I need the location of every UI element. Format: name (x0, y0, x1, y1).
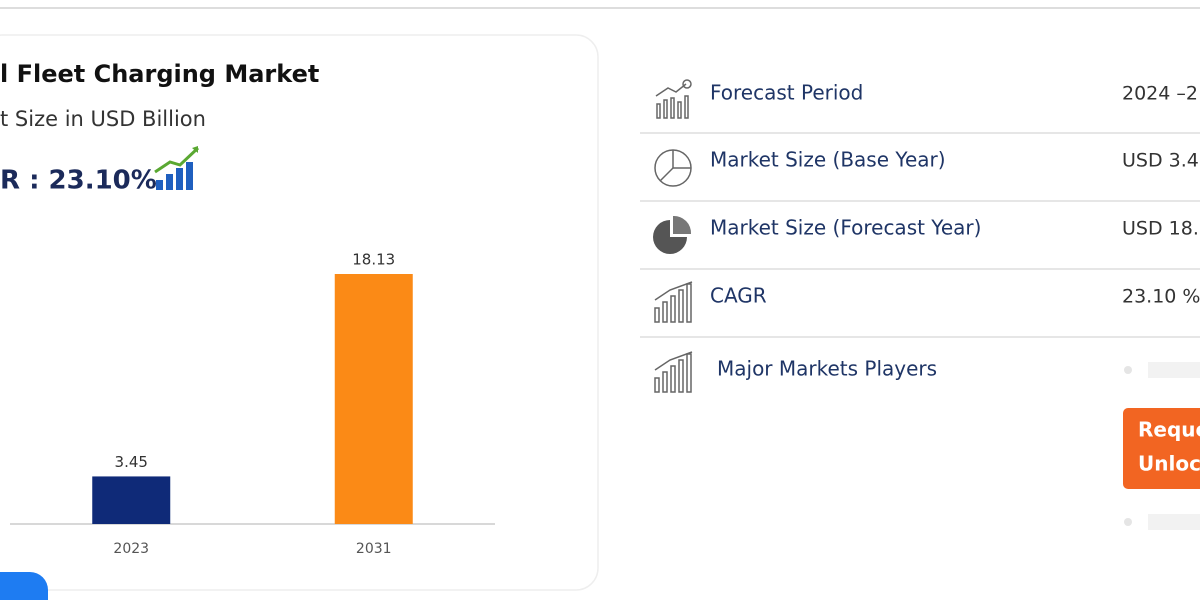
bars: 2023 3.45 2031 18.13 (92, 251, 413, 557)
row-label: Major Markets Players (717, 357, 937, 381)
value-label: 18.13 (352, 251, 395, 269)
row-value: USD 3.4 (1122, 150, 1199, 172)
bar (92, 476, 171, 524)
growth-icon (154, 146, 200, 190)
button-line: Unloc (1138, 452, 1200, 476)
row-value: 2024 –2 (1122, 83, 1198, 105)
x-tick-label: 2023 (113, 541, 149, 557)
blue-button[interactable] (0, 572, 48, 600)
row-value: USD 18.1 (1122, 218, 1200, 240)
request-button[interactable] (1123, 408, 1200, 489)
chart-title: l Fleet Charging Market (0, 60, 319, 88)
info-table: Forecast Period 2024 –2 Market Size (Base … (640, 81, 1200, 381)
button-line: Reque (1138, 418, 1200, 442)
chart-card (0, 34, 599, 591)
cagr-annotation: R : 23.10% (0, 166, 157, 196)
bar (334, 274, 413, 524)
row-label: CAGR (710, 284, 767, 308)
chart-subtitle: t Size in USD Billion (0, 107, 206, 131)
x-tick-label: 2031 (356, 541, 392, 557)
blurred-list (1124, 362, 1200, 530)
row-label: Market Size (Forecast Year) (710, 216, 981, 240)
row-icons (653, 79, 693, 393)
value-label: 3.45 (115, 453, 148, 471)
row-label: Market Size (Base Year) (710, 148, 946, 172)
row-label: Forecast Period (710, 81, 863, 105)
row-value: 23.10 % (1122, 286, 1200, 308)
